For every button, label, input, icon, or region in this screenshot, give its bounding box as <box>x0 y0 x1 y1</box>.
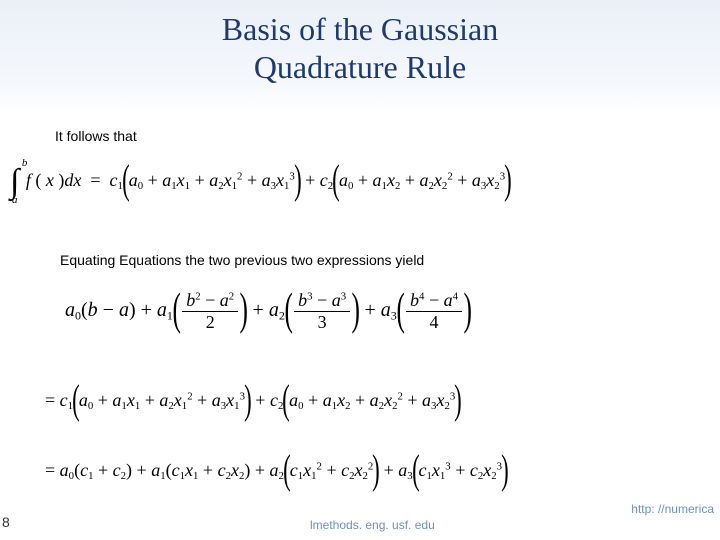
integral-upper: b <box>22 160 28 167</box>
equation-3: = c1(a0 + a1x1 + a2x12 + a3x13) + c2(a0 … <box>45 390 461 412</box>
integral-sign: ∫ b a <box>10 172 19 192</box>
footer-url-part1: http: //numerica <box>631 502 714 516</box>
equation-1: ∫ b a f ( x )dx = c1(a0 + a1x1 + a2x12 +… <box>10 170 511 192</box>
title-line-1: Basis of the Gaussian <box>222 11 498 47</box>
footer-url-part2: lmethods. eng. usf. edu <box>310 518 435 532</box>
integrand: f <box>26 170 36 190</box>
slide-title: Basis of the Gaussian Quadrature Rule <box>0 10 720 87</box>
page-number: 8 <box>2 514 10 530</box>
title-line-2: Quadrature Rule <box>254 49 466 85</box>
equation-2: a0(b − a) + a1(b2 − a22) + a2(b3 − a33) … <box>65 290 471 333</box>
text-equating: Equating Equations the two previous two … <box>60 252 424 268</box>
equation-4: = a0(c1 + c2) + a1(c1x1 + c2x2) + a2(c1x… <box>45 460 508 482</box>
text-it-follows: It follows that <box>55 128 137 144</box>
integral-lower: a <box>12 197 18 204</box>
